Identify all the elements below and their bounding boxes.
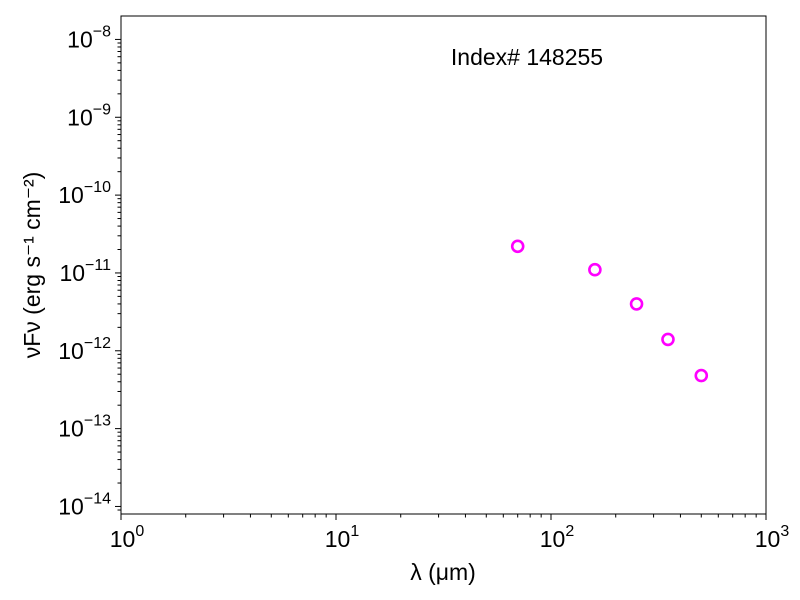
data-point bbox=[510, 239, 525, 254]
x-axis-label: λ (μm) bbox=[410, 559, 476, 585]
y-tick-label: 10−9 bbox=[67, 101, 111, 130]
y-tick-label: 10−12 bbox=[58, 335, 111, 364]
data-points bbox=[510, 239, 709, 383]
y-axis-label: νFν (erg s⁻¹ cm⁻²) bbox=[19, 172, 45, 359]
y-tick-label: 10−11 bbox=[59, 257, 111, 286]
data-point bbox=[661, 332, 675, 347]
data-point bbox=[629, 297, 644, 311]
x-tick-label: 100 bbox=[110, 523, 145, 552]
y-tick-label: 10−8 bbox=[67, 23, 111, 52]
y-tick-label: 10−14 bbox=[58, 490, 111, 519]
y-tick-label: 10−13 bbox=[58, 413, 111, 442]
data-point bbox=[694, 368, 709, 383]
chart-annotation: Index# 148255 bbox=[451, 44, 603, 70]
x-tick-label: 102 bbox=[540, 523, 575, 552]
x-tick-label: 101 bbox=[325, 523, 360, 552]
x-tick-label: 103 bbox=[755, 523, 790, 552]
data-point bbox=[588, 262, 602, 277]
plot-area bbox=[120, 15, 767, 515]
y-tick-label: 10−10 bbox=[58, 179, 111, 208]
